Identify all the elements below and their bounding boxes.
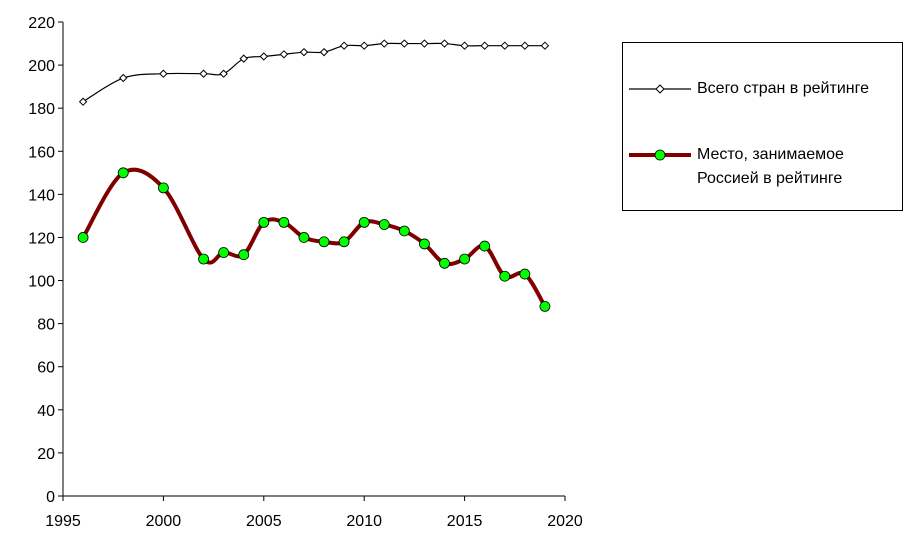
point — [239, 54, 248, 63]
x-tick-label: 1995 — [45, 513, 81, 530]
x-tick-label: 2010 — [346, 513, 382, 530]
point — [199, 69, 208, 78]
point — [218, 247, 230, 258]
legend-label: Всего стран в рейтинге — [697, 80, 869, 97]
point — [259, 52, 269, 61]
y-tick-label: 20 — [37, 446, 55, 463]
legend-swatch — [629, 149, 691, 161]
point — [319, 47, 329, 57]
point — [219, 69, 228, 78]
point — [279, 50, 289, 59]
point — [278, 216, 290, 228]
y-tick-label: 0 — [46, 489, 55, 506]
point — [380, 39, 389, 48]
point — [439, 257, 450, 269]
point — [358, 216, 370, 228]
x-tick-label: 2005 — [246, 513, 282, 530]
point — [479, 240, 491, 252]
point — [420, 39, 429, 48]
y-tick-label: 80 — [37, 317, 55, 334]
y-tick-label: 180 — [28, 101, 55, 118]
point — [238, 249, 250, 261]
x-tick-label: 2020 — [547, 513, 583, 530]
y-tick-label: 120 — [28, 230, 55, 247]
point — [359, 41, 369, 50]
y-tick-label: 100 — [28, 274, 55, 291]
point — [655, 84, 665, 94]
point — [400, 39, 409, 48]
point — [499, 270, 511, 282]
point — [378, 219, 390, 230]
point — [339, 41, 349, 50]
point — [159, 69, 168, 78]
point — [419, 238, 430, 250]
point — [117, 167, 129, 179]
point — [398, 225, 410, 237]
x-tick-label: 2015 — [447, 513, 483, 530]
point — [198, 253, 209, 265]
point — [258, 216, 270, 228]
point — [157, 182, 169, 194]
point — [440, 39, 449, 48]
point — [298, 232, 310, 243]
y-tick-label: 220 — [28, 15, 55, 32]
point — [539, 300, 551, 312]
point — [338, 236, 350, 248]
legend-swatch — [629, 84, 691, 94]
x-tick-label: 2000 — [146, 513, 182, 530]
point — [459, 253, 471, 265]
point — [119, 73, 128, 83]
point — [77, 232, 89, 243]
legend: Всего стран в рейтинге Место, занимаемое … — [622, 42, 903, 211]
y-tick-label: 140 — [28, 187, 55, 204]
point — [520, 41, 530, 50]
point — [540, 41, 550, 50]
point — [78, 97, 88, 106]
point — [318, 236, 330, 248]
series-line — [82, 42, 545, 103]
point — [299, 47, 309, 57]
series-line — [81, 167, 547, 308]
point — [500, 41, 509, 50]
y-tick-label: 40 — [37, 403, 55, 420]
y-tick-label: 60 — [37, 360, 55, 377]
y-tick-label: 200 — [28, 58, 55, 75]
point — [480, 41, 489, 50]
point — [519, 268, 531, 280]
point — [654, 149, 666, 161]
point — [460, 41, 469, 50]
y-tick-label: 160 — [28, 144, 55, 161]
legend-label: Место, занимаемое Россией в рейтинге — [697, 146, 844, 187]
